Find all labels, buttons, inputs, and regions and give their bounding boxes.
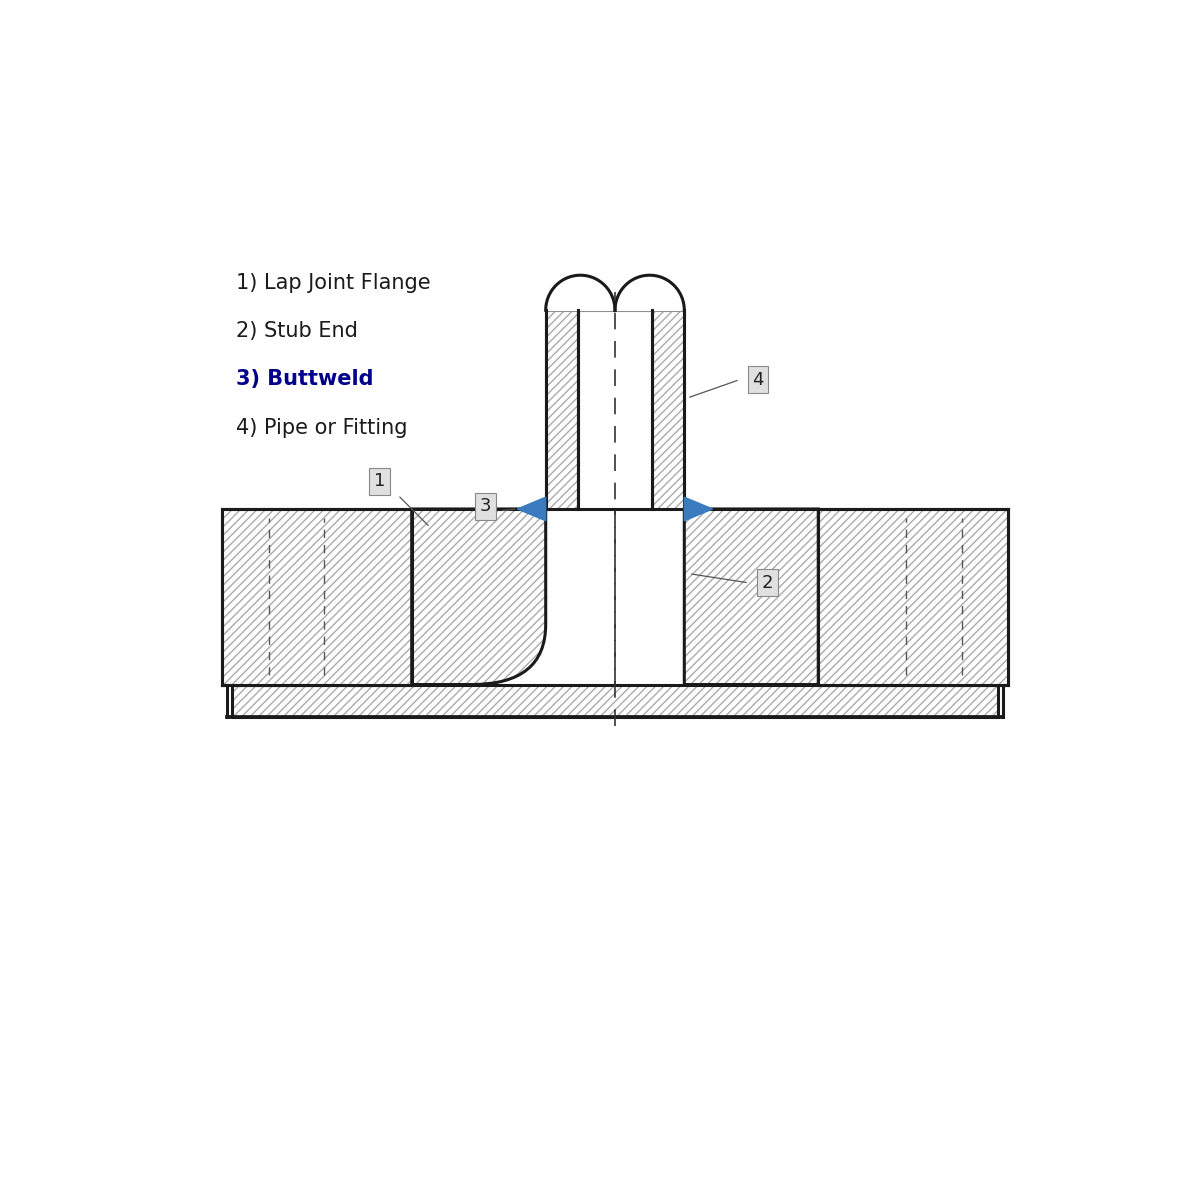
PathPatch shape — [652, 311, 684, 509]
Text: 1: 1 — [373, 473, 385, 491]
PathPatch shape — [222, 509, 412, 684]
Text: 2) Stub End: 2) Stub End — [236, 322, 358, 342]
Text: 1) Lap Joint Flange: 1) Lap Joint Flange — [236, 274, 431, 293]
Text: 3) Buttweld: 3) Buttweld — [236, 370, 373, 390]
Text: 2: 2 — [762, 574, 773, 592]
PathPatch shape — [546, 311, 578, 509]
Polygon shape — [517, 497, 546, 521]
Polygon shape — [684, 497, 713, 521]
PathPatch shape — [818, 509, 1008, 684]
PathPatch shape — [412, 509, 546, 684]
PathPatch shape — [578, 311, 652, 509]
Text: 4: 4 — [752, 371, 764, 389]
Text: 3: 3 — [480, 497, 491, 515]
Text: 4) Pipe or Fitting: 4) Pipe or Fitting — [236, 418, 408, 438]
PathPatch shape — [684, 509, 818, 684]
PathPatch shape — [232, 684, 998, 716]
